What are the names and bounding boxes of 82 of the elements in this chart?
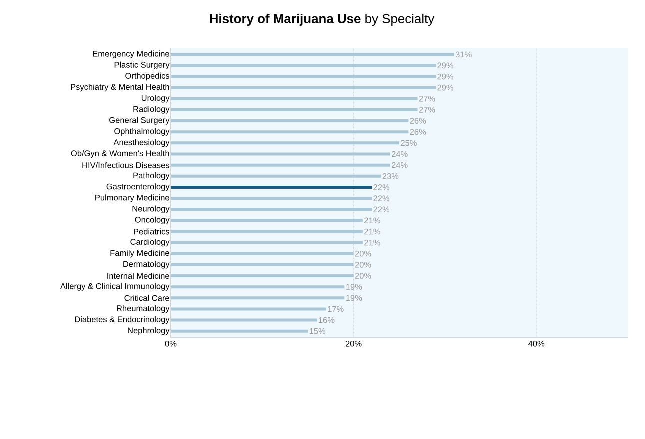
data-label: 24% (392, 162, 408, 168)
y-tick-label: Diabetes & Endocrinology (75, 316, 170, 324)
data-label: 19% (346, 295, 362, 302)
data-label: 29% (438, 62, 454, 69)
data-label: 27% (419, 96, 436, 102)
data-label: 20% (355, 262, 372, 268)
bar (171, 86, 436, 90)
data-label: 31% (456, 52, 472, 58)
bar (171, 53, 454, 56)
data-label: 21% (364, 218, 380, 224)
bar (171, 219, 363, 222)
bar (171, 142, 400, 145)
data-label: 22% (374, 196, 390, 202)
y-tick-label: Dermatology (124, 261, 170, 269)
x-tick-label: 40% (528, 340, 545, 347)
bar (171, 318, 318, 322)
data-label: 27% (419, 107, 436, 113)
y-tick-label: Nephrology (128, 328, 170, 336)
data-label: 29% (438, 74, 454, 80)
bar (171, 64, 436, 68)
data-label: 22% (374, 206, 390, 212)
data-label: 23% (382, 173, 399, 180)
bar (171, 296, 345, 300)
y-tick-label: General Surgery (110, 117, 170, 125)
data-label: 15% (310, 328, 326, 334)
y-tick-label: Urology (142, 95, 170, 103)
data-label: 24% (392, 151, 408, 158)
y-tick-label: Pediatrics (134, 228, 170, 235)
data-label: 17% (328, 306, 344, 312)
y-tick-label: Neurology (132, 206, 170, 214)
data-label: 25% (401, 140, 417, 146)
y-tick-label: HIV/Infectious Diseases (82, 162, 170, 168)
bar (171, 330, 308, 333)
data-label: 26% (410, 129, 426, 136)
bar (171, 286, 345, 289)
bar (171, 197, 372, 200)
y-tick-label: Radiology (134, 106, 170, 114)
y-tick-label: Pulmonary Medicine (96, 194, 170, 202)
bar (171, 208, 372, 212)
x-tick-label: 0% (165, 340, 177, 347)
data-label: 22% (374, 184, 390, 190)
y-tick-label: Psychiatry & Mental Health (71, 84, 170, 92)
y-tick-label: Ob/Gyn & Women's Health (71, 150, 170, 158)
bar (171, 186, 372, 189)
y-tick-label: Family Medicine (110, 250, 170, 258)
bar (171, 152, 390, 156)
data-label: 16% (319, 317, 335, 324)
data-label: 19% (346, 284, 362, 290)
y-tick-label: Oncology (135, 216, 170, 225)
data-label: 20% (355, 273, 372, 279)
y-tick-label: Emergency Medicine (93, 50, 170, 58)
y-tick-label: Pathology (134, 172, 170, 180)
y-tick-label: Anesthesiology (114, 139, 170, 148)
bar (171, 75, 436, 78)
y-tick-label: Allergy & Clinical Immunology (60, 283, 170, 291)
y-tick-label: Rheumatology (117, 305, 170, 314)
bar (171, 108, 418, 112)
data-label: 20% (355, 250, 372, 257)
bar (171, 120, 409, 123)
bar (171, 274, 354, 278)
bar (171, 174, 382, 178)
bar (171, 130, 409, 134)
x-tick-label: 20% (346, 340, 362, 347)
data-label: 21% (364, 240, 380, 246)
y-tick-label: Plastic Surgery (114, 62, 170, 70)
y-tick-label: Ophthalmology (114, 128, 170, 136)
data-label: 21% (364, 228, 380, 235)
y-tick-label: Internal Medicine (108, 272, 170, 280)
bar (171, 164, 390, 167)
y-tick-label: Gastroenterology (106, 184, 170, 192)
data-label: 26% (410, 118, 426, 124)
bar (171, 308, 326, 311)
bar (171, 97, 418, 100)
bar (171, 252, 354, 256)
y-tick-label: Critical Care (124, 295, 170, 302)
bar (171, 241, 363, 244)
bar (171, 263, 354, 266)
bar (171, 230, 363, 234)
data-label: 29% (438, 84, 454, 91)
y-tick-label: Orthopedics (126, 72, 170, 81)
y-tick-label: Cardiology (130, 238, 170, 247)
chart-title: History of Marijuana Use by Specialty (210, 14, 435, 26)
